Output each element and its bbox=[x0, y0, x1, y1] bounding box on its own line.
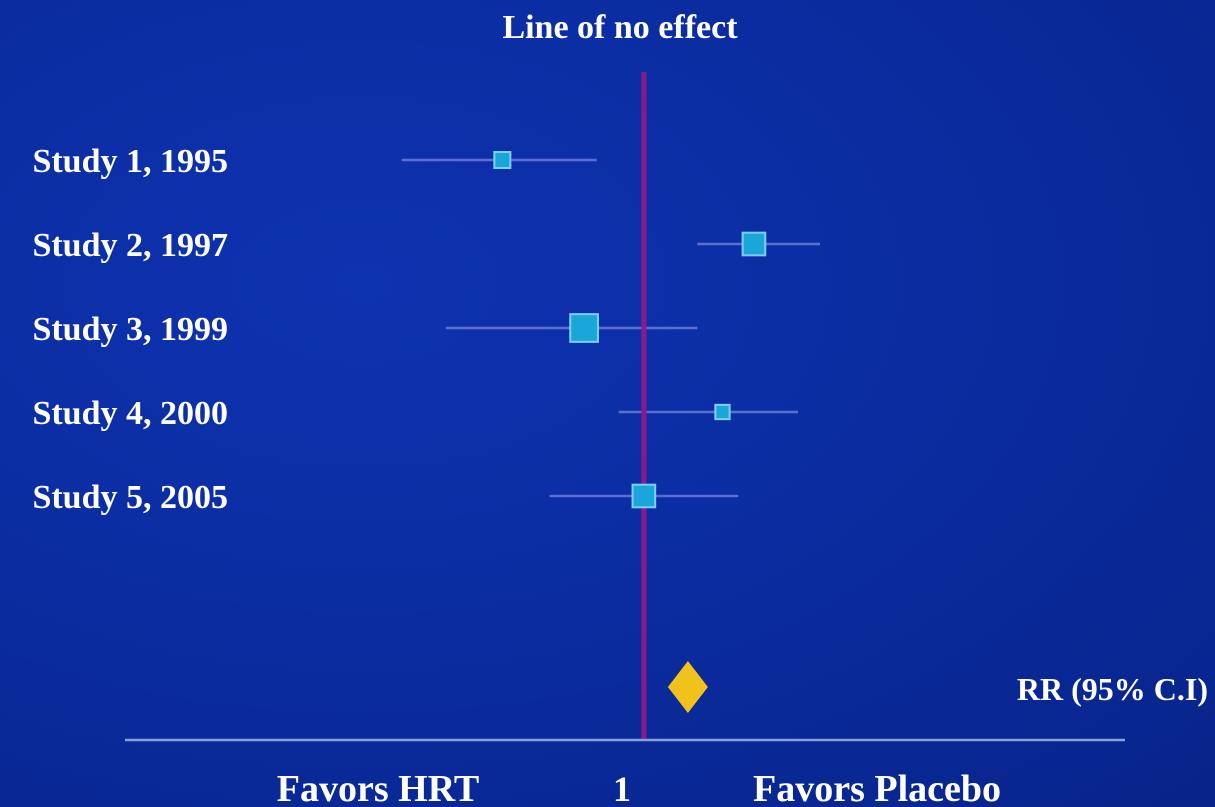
summary-label: RR (95% C.I) bbox=[1017, 671, 1208, 707]
chart-title: Line of no effect bbox=[502, 9, 738, 46]
study-marker bbox=[631, 483, 657, 509]
favors-hrt-label: Favors HRT bbox=[277, 768, 479, 807]
x-tick-label: 1 bbox=[613, 769, 631, 807]
favors-placebo-label: Favors Placebo bbox=[753, 768, 1001, 807]
study-labels: Study 1, 1995 Study 2, 1997 Study 3, 1999 S… bbox=[32, 143, 228, 516]
study-marker bbox=[569, 313, 599, 343]
study-label: Study 5, 2005 bbox=[32, 479, 228, 516]
study-markers bbox=[493, 151, 767, 509]
study-label: Study 3, 1999 bbox=[32, 311, 228, 348]
study-marker bbox=[714, 403, 731, 421]
summary-diamond bbox=[667, 661, 708, 713]
study-marker bbox=[493, 151, 512, 169]
confidence-intervals bbox=[401, 158, 820, 498]
study-marker bbox=[741, 231, 767, 257]
study-label: Study 4, 2000 bbox=[32, 395, 228, 432]
study-label: Study 2, 1997 bbox=[32, 227, 228, 264]
study-label: Study 1, 1995 bbox=[32, 143, 228, 180]
